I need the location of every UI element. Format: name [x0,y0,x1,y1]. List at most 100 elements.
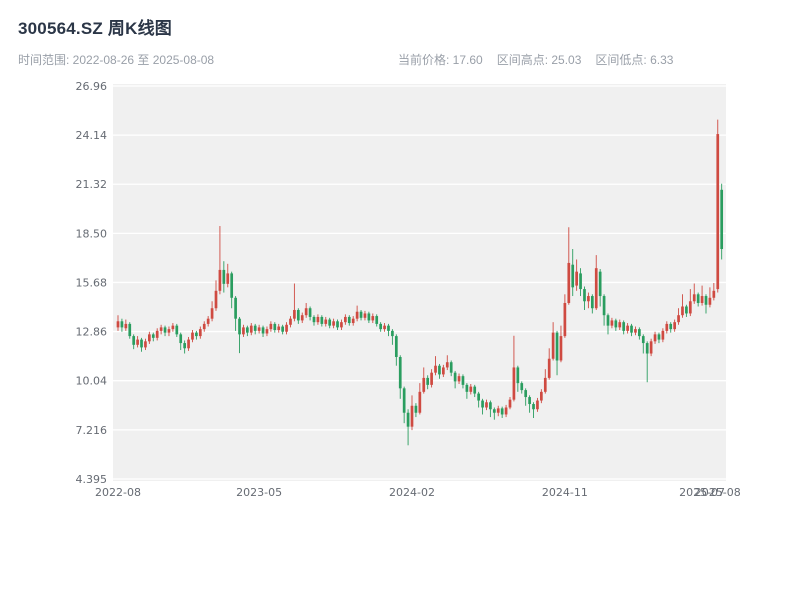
x-tick-label: 2025-07 [679,486,725,499]
candle-body [602,296,606,316]
candle-body [257,327,261,331]
stats-group: 当前价格: 17.60 区间高点: 25.03 区间低点: 6.33 [398,51,673,68]
candle-body [461,376,465,385]
candle-body [520,383,524,391]
candle-body [449,362,453,373]
candle-body [289,318,292,325]
y-tick-label: 18.50 [76,227,108,240]
y-tick-label: 26.96 [76,80,108,93]
candle-body [688,301,692,314]
y-tick-label: 7.216 [76,424,108,437]
x-tick-label: 2023-05 [236,486,282,499]
candle-body [496,408,500,413]
candle-body [273,323,277,331]
candle-body [191,332,194,340]
candle-body [677,315,680,323]
candle-body [547,358,551,378]
y-tick-label: 24.14 [76,129,108,142]
candle-body [665,323,669,331]
candle-body [477,393,480,401]
candle-body [445,362,449,368]
candle-body [516,367,520,384]
candle-body [692,294,696,302]
candle-body [398,356,402,389]
candle-body [528,397,531,405]
candle-body [375,316,379,324]
candle-body [704,296,708,305]
candle-body [293,309,296,319]
candle-body [700,296,704,304]
candle-body [559,336,563,361]
range-high-label: 区间高点: 25.03 [496,53,582,67]
candle-body [649,341,653,354]
candle-body [179,334,183,344]
candle-body [598,271,602,297]
candle-body [277,326,281,331]
page-title: 300564.SZ 周K线图 [18,19,172,38]
candle-body [641,336,645,344]
candle-body [226,273,230,284]
candle-body [394,336,398,357]
candle-body [312,316,316,323]
candle-body [214,290,218,309]
candle-body [489,402,492,410]
candle-body [116,321,120,328]
candle-body [155,330,159,338]
candle-body [555,332,559,361]
candle-body [567,262,571,304]
candle-body [465,384,469,392]
candle-body [473,386,477,394]
candle-body [422,377,426,392]
candle-body [512,367,516,400]
candle-body [551,332,555,359]
candle-body [540,391,543,401]
candle-body [563,303,567,337]
candle-body [234,297,237,319]
candle-body [571,264,575,288]
candle-body [351,318,355,324]
candle-body [696,294,700,304]
candle-body [320,316,324,324]
candle-body [536,400,539,410]
candle-body [253,325,257,331]
candle-body [324,319,328,324]
candle-body [140,339,143,348]
candle-body [626,325,629,331]
candle-body [610,320,614,326]
candle-body [645,343,649,354]
y-tick-label: 12.86 [76,326,108,339]
candle-body [344,316,347,323]
range-low-label: 区间低点: 6.33 [595,53,674,67]
candle-body [653,334,657,342]
candle-body [438,365,441,375]
candle-body [634,329,637,333]
candle-body [379,323,382,330]
candle-body [316,316,320,323]
candle-body [304,308,308,316]
candle-body [265,329,269,334]
candle-body [183,343,186,349]
candle-body [579,273,582,290]
candle-body [136,339,139,345]
candle-body [371,316,375,321]
candle-body [402,388,406,413]
candle-body [328,319,332,326]
candle-body [128,323,132,337]
candle-body [590,296,594,309]
candle-body [222,269,226,284]
candle-body [308,308,312,317]
x-tick-label: 2024-11 [542,486,588,499]
candle-body [359,311,363,318]
candle-body [575,271,578,286]
candle-body [543,377,547,392]
y-tick-label: 15.68 [76,276,108,289]
candle-body [708,297,712,305]
candle-body [124,323,128,329]
candle-body [583,289,586,302]
candle-body [210,308,214,319]
candle-body [500,408,504,415]
candle-body [218,269,222,291]
candle-body [685,306,688,314]
candle-body [430,372,433,385]
